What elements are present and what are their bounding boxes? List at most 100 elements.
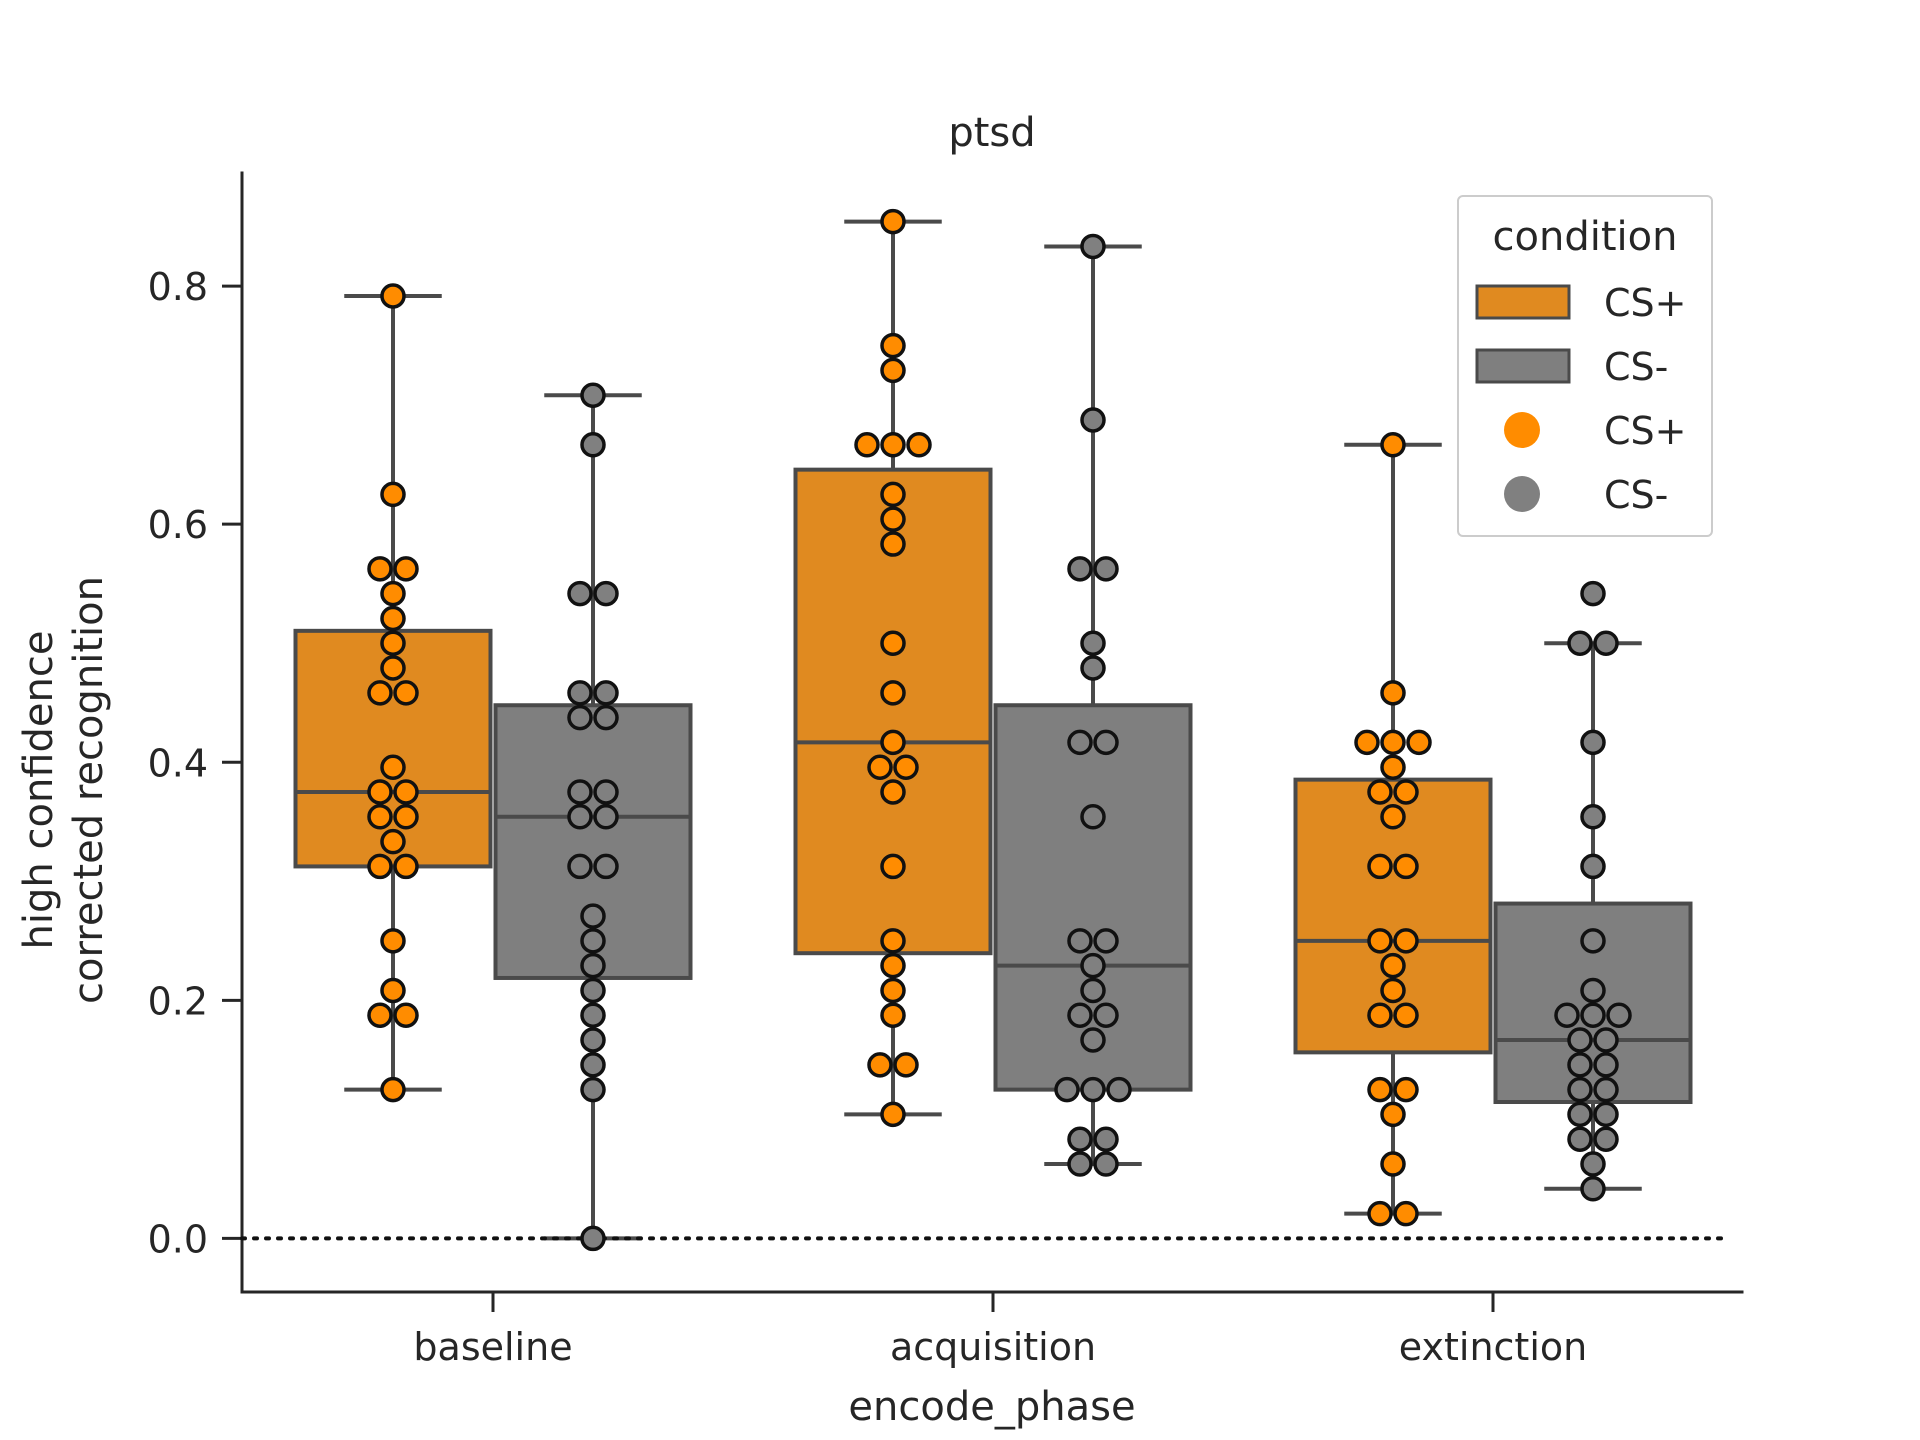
- legend-frame: [1457, 195, 1713, 537]
- data-point-CS+: [1367, 853, 1393, 880]
- data-point-CS+: [880, 779, 906, 805]
- data-point-CS-: [1580, 1151, 1606, 1177]
- data-point-CS-: [1093, 928, 1119, 954]
- data-point-CS+: [1380, 1151, 1406, 1177]
- data-point-CS+: [1393, 1076, 1419, 1103]
- legend-swatch-point: [1504, 412, 1540, 448]
- data-point-CS+: [1393, 1200, 1419, 1227]
- box-body: [1293, 777, 1493, 1055]
- data-point-CS+: [367, 804, 393, 830]
- data-point-CS+: [880, 952, 906, 979]
- y-tick-label: 0.2: [148, 979, 208, 1023]
- data-point-CS+: [380, 977, 406, 1004]
- data-point-CS-: [567, 580, 593, 607]
- y-tick-label: 0.0: [148, 1217, 208, 1261]
- data-point-CS+: [393, 680, 419, 706]
- data-point-CS-: [1593, 1052, 1619, 1078]
- data-point-CS-: [1067, 928, 1093, 954]
- legend-label: CS-: [1604, 473, 1668, 517]
- legend-entry: CS-: [1504, 473, 1668, 517]
- data-point-CS+: [367, 680, 393, 706]
- data-point-CS+: [880, 1002, 906, 1028]
- data-point-CS-: [1580, 580, 1606, 607]
- data-point-CS+: [393, 1002, 419, 1028]
- data-point-CS-: [1106, 1076, 1132, 1103]
- data-point-CS-: [593, 680, 619, 706]
- data-point-CS-: [1067, 556, 1093, 582]
- legend-swatch-box: [1475, 284, 1571, 320]
- legend-entry: CS+: [1475, 281, 1687, 325]
- data-point-CS-: [1580, 804, 1606, 830]
- legend-title: condition: [1493, 214, 1678, 260]
- data-point-CS+: [880, 531, 906, 557]
- data-point-CS+: [367, 853, 393, 880]
- data-point-CS+: [1380, 977, 1406, 1004]
- data-point-CS+: [880, 977, 906, 1004]
- legend-swatch-point: [1504, 476, 1540, 512]
- data-point-CS+: [1367, 779, 1393, 805]
- data-point-CS+: [1367, 1200, 1393, 1227]
- data-point-CS+: [380, 928, 406, 954]
- data-point-CS+: [880, 1101, 906, 1128]
- data-point-CS-: [1554, 1002, 1580, 1028]
- data-point-CS+: [367, 556, 393, 582]
- data-point-CS+: [1354, 729, 1380, 756]
- data-point-CS+: [880, 432, 906, 458]
- data-point-CS-: [567, 804, 593, 830]
- data-point-CS-: [567, 779, 593, 805]
- data-point-CS-: [1580, 853, 1606, 880]
- data-point-CS-: [1093, 729, 1119, 756]
- data-point-CS+: [1367, 928, 1393, 954]
- legend-label: CS+: [1604, 281, 1687, 325]
- legend-entry: CS+: [1504, 409, 1687, 453]
- data-point-CS+: [367, 1002, 393, 1028]
- data-point-CS-: [1593, 1027, 1619, 1053]
- data-point-CS-: [580, 432, 606, 458]
- data-point-CS+: [880, 481, 906, 508]
- swarm-points: [367, 208, 1632, 1252]
- data-point-CS-: [580, 1027, 606, 1053]
- data-point-CS+: [906, 432, 932, 458]
- data-point-CS-: [1080, 655, 1106, 681]
- data-point-CS+: [380, 754, 406, 781]
- data-point-CS-: [1067, 729, 1093, 756]
- data-point-CS+: [880, 506, 906, 532]
- data-point-CS-: [1580, 1176, 1606, 1202]
- data-point-CS-: [580, 382, 606, 409]
- box-body: [993, 703, 1193, 1092]
- data-point-CS+: [380, 481, 406, 508]
- data-point-CS-: [593, 779, 619, 805]
- data-point-CS-: [1567, 1052, 1593, 1078]
- data-point-CS-: [1606, 1002, 1632, 1028]
- data-point-CS+: [1380, 1101, 1406, 1128]
- data-point-CS-: [1593, 1101, 1619, 1128]
- data-point-CS+: [380, 630, 406, 656]
- data-point-CS-: [1080, 407, 1106, 433]
- data-point-CS-: [1580, 729, 1606, 756]
- data-point-CS-: [593, 704, 619, 731]
- data-point-CS-: [567, 853, 593, 880]
- data-point-CS-: [1093, 556, 1119, 582]
- plot-area: 0.0 0.2 0.4 0.6 0.8 baseline acquisition extinc…: [148, 171, 1744, 1369]
- data-point-CS+: [1393, 853, 1419, 880]
- box-CS--acquisition: [993, 244, 1193, 1167]
- box-CS+-baseline: [293, 293, 493, 1092]
- data-point-CS+: [1380, 729, 1406, 756]
- boxplots: [293, 219, 1693, 1241]
- y-axis-label-line-2: corrected recognition: [66, 576, 112, 1004]
- data-point-CS+: [1393, 1002, 1419, 1028]
- data-point-CS-: [1080, 977, 1106, 1004]
- data-point-CS+: [1367, 1076, 1393, 1103]
- data-point-CS-: [1093, 1002, 1119, 1028]
- data-point-CS-: [1567, 1101, 1593, 1128]
- data-point-CS+: [880, 928, 906, 954]
- data-point-CS-: [593, 580, 619, 607]
- data-point-CS+: [1367, 1002, 1393, 1028]
- legend-label: CS-: [1604, 345, 1668, 389]
- data-point-CS-: [1067, 1002, 1093, 1028]
- data-point-CS+: [380, 655, 406, 681]
- data-point-CS+: [880, 332, 906, 359]
- data-point-CS-: [1567, 1027, 1593, 1053]
- box-CS+-extinction: [1293, 442, 1493, 1216]
